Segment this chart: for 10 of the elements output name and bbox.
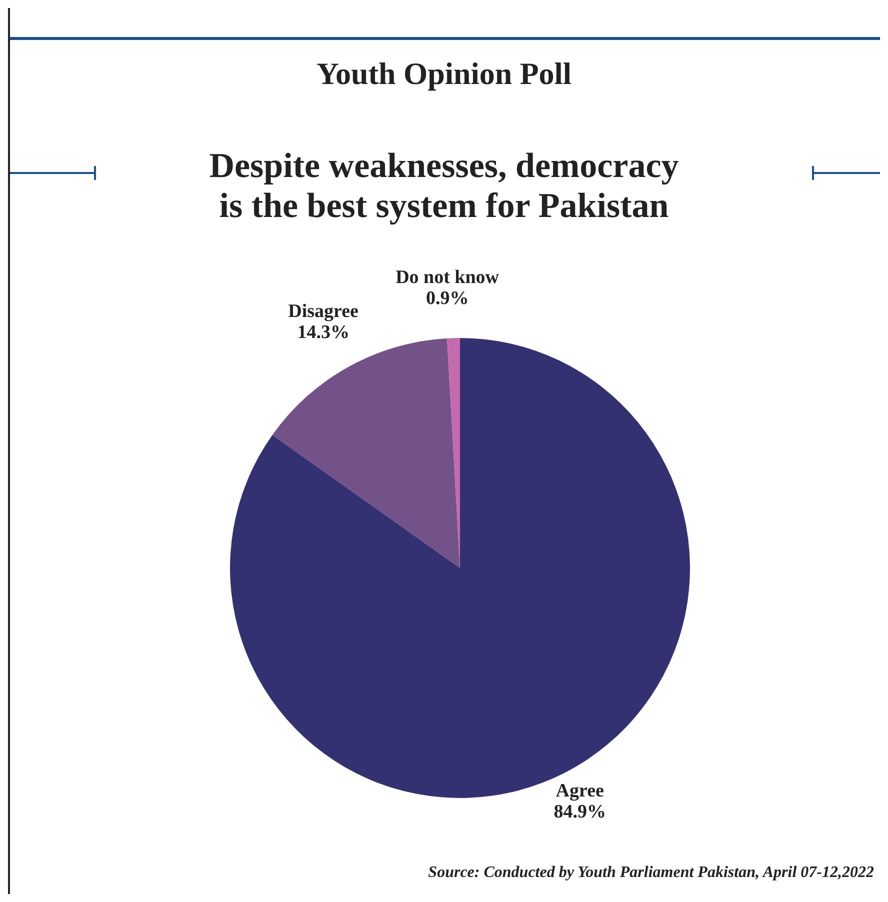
- slice-label: Agree: [556, 780, 604, 802]
- data-label: 84.9%: [554, 802, 606, 823]
- slice-label: Disagree: [288, 300, 359, 322]
- data-label: 0.9%: [426, 288, 469, 310]
- chart-title: Youth Opinion Poll: [316, 56, 572, 92]
- data-label: 14.3%: [297, 322, 350, 343]
- source-note: Source: Conducted by Youth Parliament Pakistan, April 07-12,2022: [428, 864, 874, 882]
- slice-label: Do not know: [396, 267, 500, 288]
- pie-slice: [272, 338, 460, 568]
- chart-subtitle: Despite weaknesses, democracy is the best system for Pakistan: [208, 146, 680, 226]
